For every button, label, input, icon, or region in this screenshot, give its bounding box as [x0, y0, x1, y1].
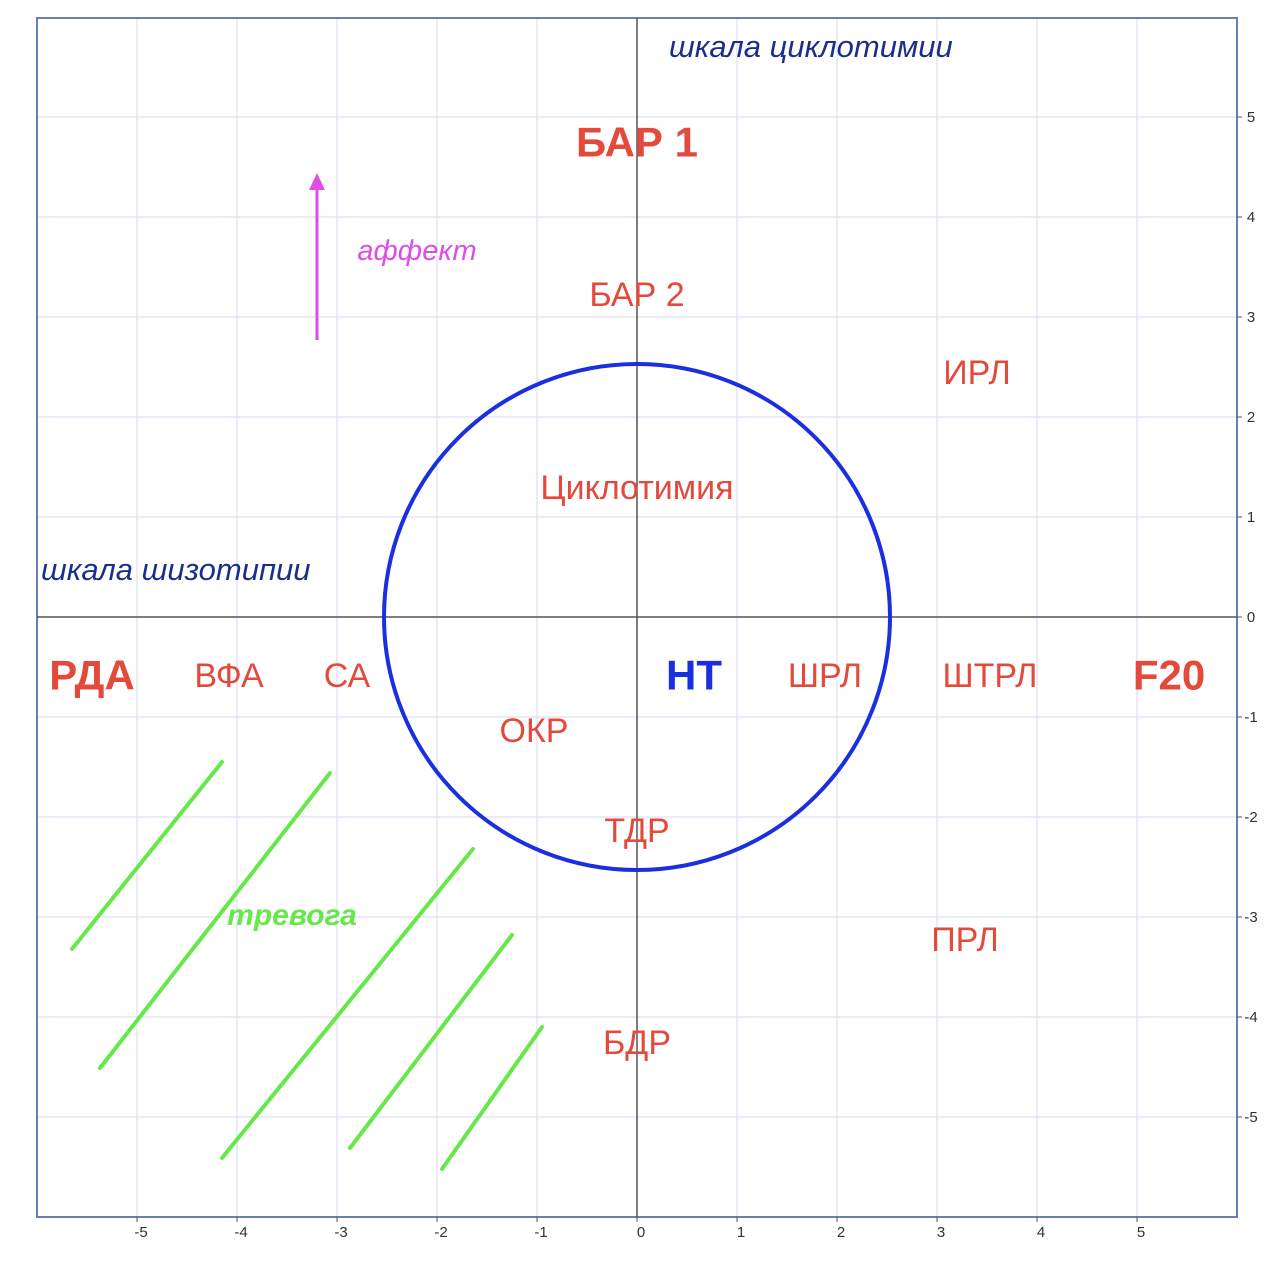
- x-tick-label: 3: [937, 1224, 945, 1241]
- diagnosis-labels: БАР 1 БАР 2 ИРЛ Циклотимия РДА ВФА СА НТ ШРЛ ШТРЛ…: [49, 119, 1205, 1062]
- axes: [37, 18, 1237, 1217]
- diagnosis-label-nt: НТ: [666, 652, 722, 699]
- y-tick-label: 1: [1247, 509, 1255, 526]
- x-tick-label: 4: [1037, 1224, 1045, 1241]
- diagnosis-label-bar1: БАР 1: [576, 119, 698, 166]
- y-tick-label: 0: [1247, 609, 1255, 626]
- x-tick-label: -1: [534, 1224, 547, 1241]
- schizotypy-axis-title: шкала шизотипии: [41, 552, 310, 587]
- x-tick-label: -4: [234, 1224, 247, 1241]
- y-tick-label: -3: [1244, 909, 1257, 926]
- x-tick-label: 0: [637, 1224, 645, 1241]
- anxiety-stripe: [220, 847, 475, 1160]
- tick-labels: -5 -4 -3 -2 -1 0 1 2 3 4 5 -5 -4 -3 -2 -1 0 1 2 3 4 5: [134, 109, 1257, 1241]
- diagnosis-label-okr: ОКР: [500, 712, 569, 750]
- diagnosis-label-shrl: ШРЛ: [788, 657, 862, 695]
- y-tick-label: 5: [1247, 109, 1255, 126]
- x-tick-label: 2: [837, 1224, 845, 1241]
- diagnosis-label-prl: ПРЛ: [931, 921, 999, 959]
- diagnosis-label-tdr: ТДР: [604, 812, 669, 850]
- y-tick-label: 4: [1247, 209, 1255, 226]
- diagnosis-label-irl: ИРЛ: [943, 354, 1011, 392]
- diagnosis-label-bdr: БДР: [603, 1024, 671, 1062]
- x-tick-label: -3: [334, 1224, 347, 1241]
- diagnosis-label-rda: РДА: [49, 652, 135, 699]
- diagnosis-label-vfa: ВФА: [194, 657, 264, 695]
- anxiety-label: тревога: [227, 899, 357, 932]
- affect-arrow-head: [309, 173, 325, 190]
- norm-circle: [382, 362, 892, 872]
- x-tick-label: -2: [434, 1224, 447, 1241]
- diagnosis-label-bar2: БАР 2: [589, 276, 684, 314]
- affect-arrow-group: аффект: [309, 173, 477, 340]
- diagnosis-label-f20: F20: [1133, 652, 1205, 699]
- anxiety-stripe: [98, 771, 332, 1070]
- x-tick-label: 5: [1137, 1224, 1145, 1241]
- y-tick-label: 3: [1247, 309, 1255, 326]
- y-tick-label: -5: [1244, 1109, 1257, 1126]
- x-tick-label: -5: [134, 1224, 147, 1241]
- diagnosis-label-cyclothymia: Циклотимия: [540, 469, 733, 507]
- diagnosis-label-shtrl: ШТРЛ: [942, 657, 1037, 695]
- cyclothymia-axis-title: шкала циклотимии: [669, 29, 953, 64]
- axis-titles: шкала шизотипии шкала циклотимии: [41, 29, 953, 587]
- anxiety-stripe: [348, 933, 514, 1150]
- affect-label: аффект: [357, 235, 476, 267]
- y-tick-label: -2: [1244, 809, 1257, 826]
- anxiety-zone: тревога: [70, 760, 544, 1171]
- anxiety-stripe: [440, 1025, 544, 1171]
- y-tick-label: -4: [1244, 1009, 1257, 1026]
- anxiety-stripe: [70, 760, 224, 951]
- x-tick-label: 1: [737, 1224, 745, 1241]
- diagnosis-label-sa: СА: [324, 657, 371, 695]
- y-tick-label: 2: [1247, 409, 1255, 426]
- y-tick-label: -1: [1244, 709, 1257, 726]
